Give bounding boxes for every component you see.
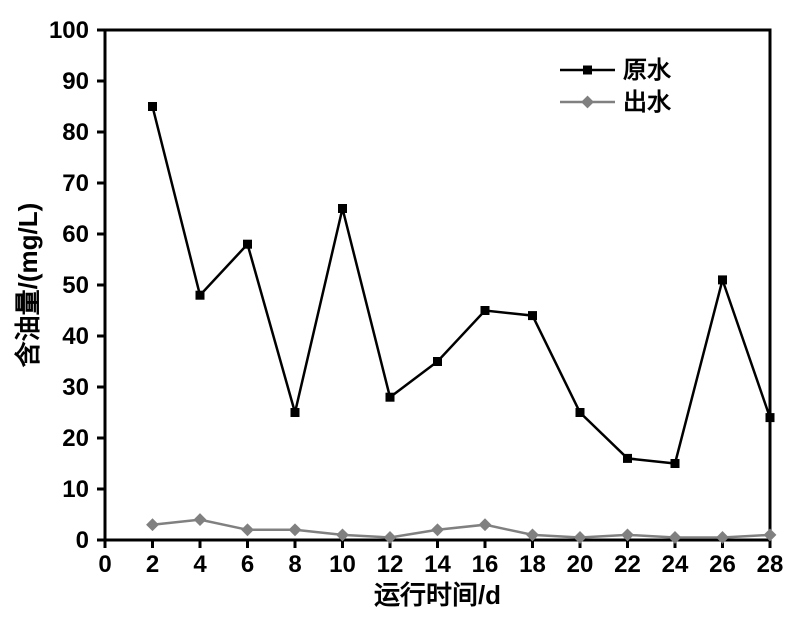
x-tick-label: 8	[288, 551, 301, 578]
x-tick-label: 6	[241, 551, 254, 578]
line-chart: 0246810121416182022242628010203040506070…	[0, 0, 809, 631]
y-tick-label: 60	[62, 221, 89, 248]
x-tick-label: 2	[146, 551, 159, 578]
y-tick-label: 90	[62, 68, 89, 95]
y-tick-label: 80	[62, 119, 89, 146]
x-tick-label: 20	[567, 551, 594, 578]
y-tick-label: 40	[62, 323, 89, 350]
x-tick-label: 18	[519, 551, 546, 578]
x-tick-label: 24	[662, 551, 689, 578]
y-tick-label: 100	[49, 17, 89, 44]
y-tick-label: 10	[62, 476, 89, 503]
x-tick-label: 4	[193, 551, 207, 578]
y-axis-label: 含油量/(mg/L)	[13, 203, 43, 368]
x-tick-label: 16	[472, 551, 499, 578]
y-tick-label: 50	[62, 272, 89, 299]
legend-label: 原水	[623, 57, 672, 84]
x-axis-label: 运行时间/d	[374, 580, 501, 610]
x-tick-label: 28	[757, 551, 784, 578]
x-tick-label: 0	[98, 551, 111, 578]
y-tick-label: 30	[62, 374, 89, 401]
chart-container: { "chart": { "type": "line", "width": 80…	[0, 0, 809, 631]
x-tick-label: 14	[424, 551, 451, 578]
y-tick-label: 70	[62, 170, 89, 197]
x-tick-label: 26	[709, 551, 736, 578]
x-tick-label: 22	[614, 551, 641, 578]
legend-label: 出水	[623, 89, 672, 116]
x-tick-label: 12	[377, 551, 404, 578]
y-tick-label: 0	[76, 527, 89, 554]
series-line-0	[153, 107, 771, 464]
x-tick-label: 10	[329, 551, 356, 578]
y-tick-label: 20	[62, 425, 89, 452]
